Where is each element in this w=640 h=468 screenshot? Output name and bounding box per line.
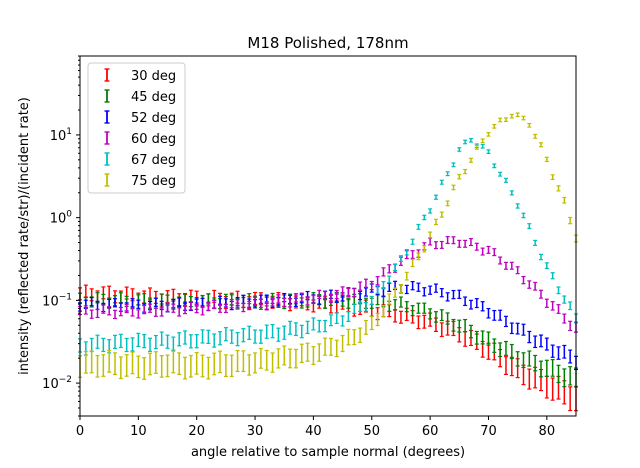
series-52-deg <box>78 280 578 371</box>
legend-label: 67 deg <box>131 153 176 168</box>
legend-item: 67 deg <box>104 152 176 168</box>
x-tick-label: 50 <box>363 424 380 439</box>
x-tick-label: 10 <box>130 424 147 439</box>
legend-label: 30 deg <box>131 69 176 84</box>
chart-title: M18 Polished, 178nm <box>247 34 408 52</box>
legend-label: 60 deg <box>131 132 176 147</box>
y-axis-label: intensity (reflected rate/str)/(incident… <box>17 97 32 375</box>
legend-label: 75 deg <box>131 174 176 189</box>
x-tick-label: 30 <box>247 424 264 439</box>
series-67-deg <box>78 137 578 356</box>
legend-item: 75 deg <box>104 173 176 189</box>
x-tick-label: 0 <box>76 424 84 439</box>
x-tick-label: 60 <box>422 424 439 439</box>
legend-item: 45 deg <box>104 89 176 105</box>
legend-item: 60 deg <box>104 131 176 147</box>
y-tick-label: 10−1 <box>42 292 72 309</box>
x-tick-label: 20 <box>188 424 205 439</box>
series-30-deg <box>78 284 578 412</box>
y-axis: 10−2 10−1 100 101 <box>42 55 80 417</box>
x-axis-label: angle relative to sample normal (degrees… <box>191 445 465 460</box>
series-layer <box>78 112 578 412</box>
series-75-deg <box>78 112 578 380</box>
y-tick-label: 100 <box>50 210 73 227</box>
y-tick-label: 10−2 <box>42 375 72 392</box>
x-tick-label: 70 <box>480 424 497 439</box>
legend-item: 30 deg <box>104 68 176 84</box>
x-axis: 0 10 20 30 40 50 60 70 80 <box>76 416 555 439</box>
legend: 30 deg 45 deg 52 deg 60 deg 67 deg 75 deg <box>87 62 186 194</box>
legend-label: 52 deg <box>131 111 176 126</box>
legend-label: 45 deg <box>131 90 176 105</box>
x-tick-label: 40 <box>305 424 322 439</box>
series-45-deg <box>78 291 578 388</box>
y-tick-label: 101 <box>50 127 72 144</box>
legend-item: 52 deg <box>104 110 176 126</box>
legend-box <box>87 62 186 194</box>
series-60-deg <box>78 235 578 333</box>
x-tick-label: 80 <box>539 424 556 439</box>
